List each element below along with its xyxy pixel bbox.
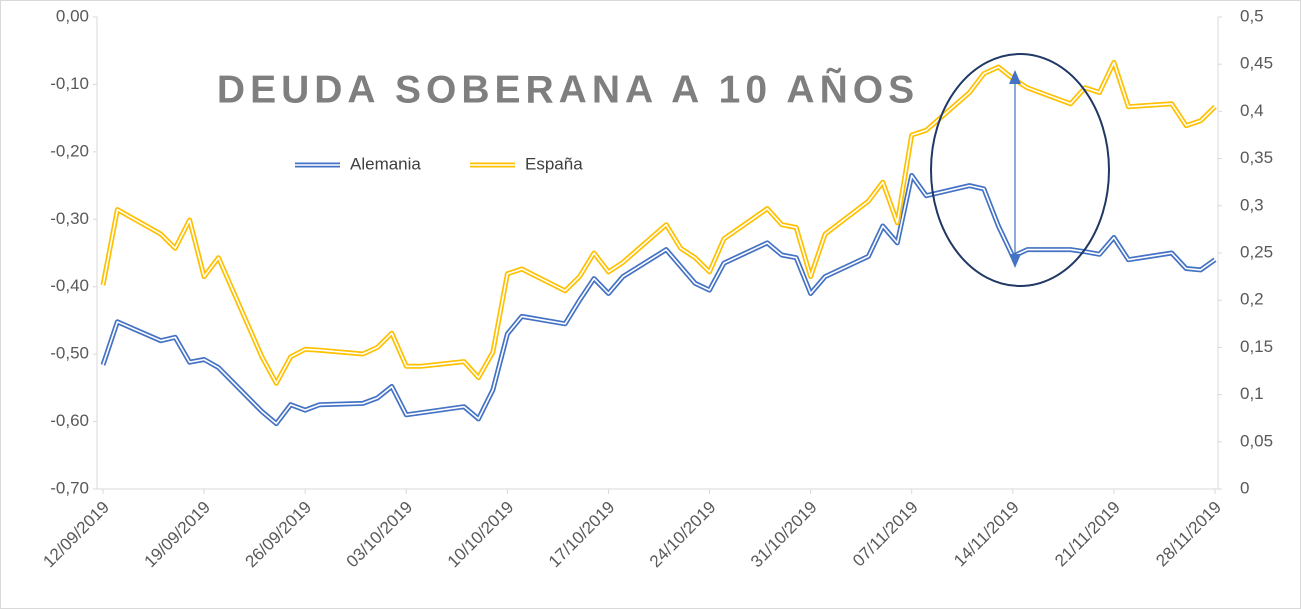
- y-tick-label: -0,30: [50, 209, 89, 228]
- y2-tick-label: 0,35: [1240, 148, 1273, 167]
- arrow-head: [1009, 254, 1021, 268]
- y-tick-label: -0,40: [50, 276, 89, 295]
- y2-tick-label: 0,5: [1240, 6, 1264, 25]
- y2-tick-label: 0,2: [1240, 290, 1264, 309]
- y2-tick-label: 0,05: [1240, 431, 1273, 450]
- y2-tick-label: 0,3: [1240, 195, 1264, 214]
- y2-tick-label: 0,15: [1240, 337, 1273, 356]
- series-line-inner: [102, 61, 1216, 385]
- series-line-inner: [102, 174, 1216, 425]
- highlight-ellipse: [930, 53, 1110, 287]
- chart-title: DEUDA SOBERANA A 10 AÑOS: [217, 67, 919, 111]
- y2-tick-label: 0,45: [1240, 54, 1273, 73]
- y-tick-label: 0,00: [56, 6, 89, 25]
- y2-tick-label: 0,25: [1240, 242, 1273, 261]
- y-tick-label: -0,70: [50, 478, 89, 497]
- y-tick-label: -0,20: [50, 141, 89, 160]
- arrow-head: [1009, 70, 1021, 84]
- y2-tick-label: 0: [1240, 478, 1249, 497]
- y2-tick-label: 0,4: [1240, 101, 1264, 120]
- y-tick-label: -0,60: [50, 411, 89, 430]
- legend-label: España: [525, 154, 583, 173]
- legend-label: Alemania: [350, 154, 421, 173]
- y-tick-label: -0,50: [50, 344, 89, 363]
- y-tick-label: -0,10: [50, 74, 89, 93]
- y2-tick-label: 0,1: [1240, 384, 1264, 403]
